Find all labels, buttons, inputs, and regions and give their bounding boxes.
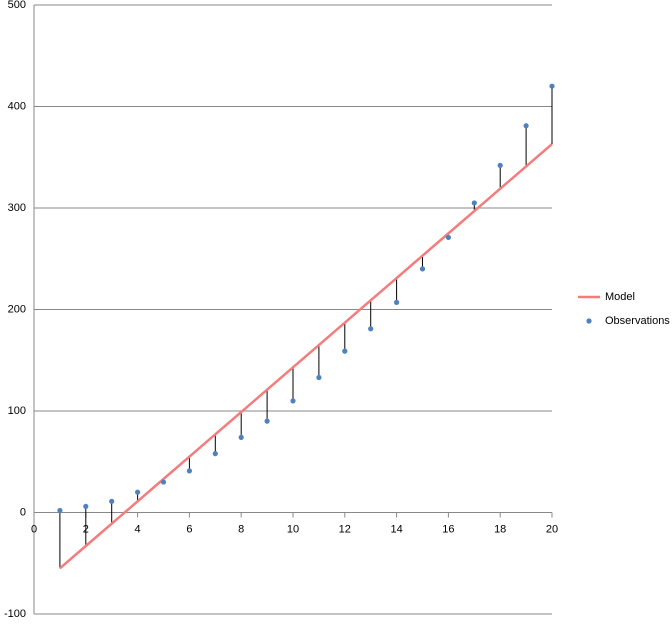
observation-point xyxy=(57,507,63,514)
observation-point xyxy=(290,398,296,404)
legend-label: Observations xyxy=(605,315,670,327)
x-tick-label: 20 xyxy=(546,523,558,535)
observation-point xyxy=(523,123,529,129)
y-tick-label: 300 xyxy=(8,202,26,214)
observation-point xyxy=(471,200,477,206)
x-tick-label: 8 xyxy=(238,523,244,535)
legend-label: Model xyxy=(605,291,635,303)
x-tick-label: 18 xyxy=(494,523,506,535)
observation-point xyxy=(497,162,503,168)
y-tick-label: 400 xyxy=(8,100,26,112)
observation-point xyxy=(445,234,451,241)
model-line xyxy=(59,143,553,570)
x-tick-label: 10 xyxy=(287,523,299,535)
y-tick-label: 500 xyxy=(8,0,26,11)
x-tick-label: 4 xyxy=(135,523,141,535)
observation-point xyxy=(368,326,374,332)
observation-point xyxy=(135,489,141,495)
y-tick-label: 100 xyxy=(8,405,26,417)
observation-point xyxy=(419,266,426,272)
x-tick-label: 12 xyxy=(339,523,351,535)
observation-point xyxy=(212,451,218,457)
y-tick-label: 0 xyxy=(20,506,26,518)
observation-point xyxy=(83,503,89,510)
x-tick-label: 0 xyxy=(31,523,37,535)
observation-point xyxy=(549,83,555,89)
x-tick-label: 16 xyxy=(442,523,454,535)
observation-point xyxy=(342,348,348,354)
observation-point xyxy=(160,479,167,485)
observation-point xyxy=(109,498,115,504)
observation-point xyxy=(186,468,192,474)
observation-point xyxy=(238,434,244,440)
observation-point xyxy=(394,299,400,305)
x-tick-label: 6 xyxy=(186,523,192,535)
legend-swatch xyxy=(586,318,592,324)
observation-point xyxy=(264,418,270,424)
x-tick-label: 14 xyxy=(390,523,402,535)
y-tick-label: 200 xyxy=(8,303,26,315)
observation-point xyxy=(316,374,322,381)
y-tick-label: -100 xyxy=(4,608,26,619)
